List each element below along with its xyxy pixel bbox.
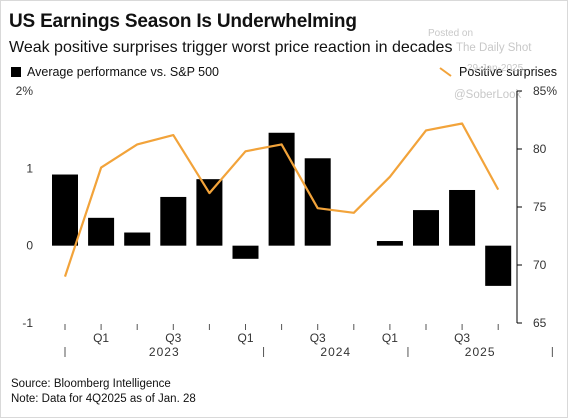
- watermark-line-4: @SoberLook: [454, 89, 522, 101]
- x-axis-quarter-label: Q1: [382, 331, 398, 345]
- bar: [485, 245, 512, 286]
- watermark-line-1: Posted on: [428, 28, 474, 39]
- x-axis-quarter-label: Q1: [237, 331, 253, 345]
- legend-line: Positive surprises: [439, 65, 557, 79]
- x-axis-quarter-label: Q1: [93, 331, 109, 345]
- legend-bar-swatch: [11, 67, 21, 77]
- positive-surprises-line: [63, 122, 500, 277]
- left-axis-tick-label: 1: [26, 161, 33, 175]
- left-axis-tick-label: 0: [26, 239, 33, 253]
- source-note: Source: Bloomberg Intelligence: [11, 378, 171, 390]
- legend-line-label: Positive surprises: [459, 65, 557, 79]
- x-axis-year-label: 2023: [149, 345, 180, 359]
- bar: [124, 232, 151, 246]
- x-axis-quarter-label: Q3: [454, 331, 470, 345]
- bar: [232, 245, 259, 259]
- bar: [88, 217, 115, 246]
- x-axis-quarter-label: Q3: [310, 331, 326, 345]
- bar: [196, 179, 223, 246]
- bar: [268, 132, 295, 246]
- x-axis-year-label: 2025: [465, 345, 496, 359]
- right-axis-tick-label: 65: [533, 316, 547, 330]
- legend-line-swatch: [439, 67, 452, 77]
- bar: [160, 196, 187, 246]
- x-axis-quarter-label: Q3: [165, 331, 181, 345]
- bar: [52, 174, 78, 246]
- right-axis-tick-label: 85%: [533, 84, 557, 98]
- data-note: Note: Data for 4Q2025 as of Jan. 28: [11, 393, 196, 405]
- watermark-line-3: 29-Jan-2025: [467, 63, 524, 74]
- bar: [376, 241, 403, 246]
- bar: [413, 210, 439, 246]
- right-axis-tick-label: 75: [533, 200, 547, 214]
- right-axis-tick-label: 70: [533, 258, 547, 272]
- legend-bars: Average performance vs. S&P 500: [11, 65, 219, 79]
- left-axis-tick-label: -1: [22, 316, 33, 330]
- bar: [304, 158, 331, 246]
- left-axis-tick-label: 2%: [16, 84, 34, 98]
- right-axis-tick-label: 80: [533, 142, 547, 156]
- x-axis-year-label: 2024: [320, 345, 351, 359]
- chart-subtitle: Weak positive surprises trigger worst pr…: [9, 39, 453, 56]
- bar: [449, 189, 476, 246]
- chart-title: US Earnings Season Is Underwhelming: [9, 11, 357, 32]
- legend-bars-label: Average performance vs. S&P 500: [27, 65, 220, 79]
- watermark-line-2: The Daily Shot: [456, 42, 532, 54]
